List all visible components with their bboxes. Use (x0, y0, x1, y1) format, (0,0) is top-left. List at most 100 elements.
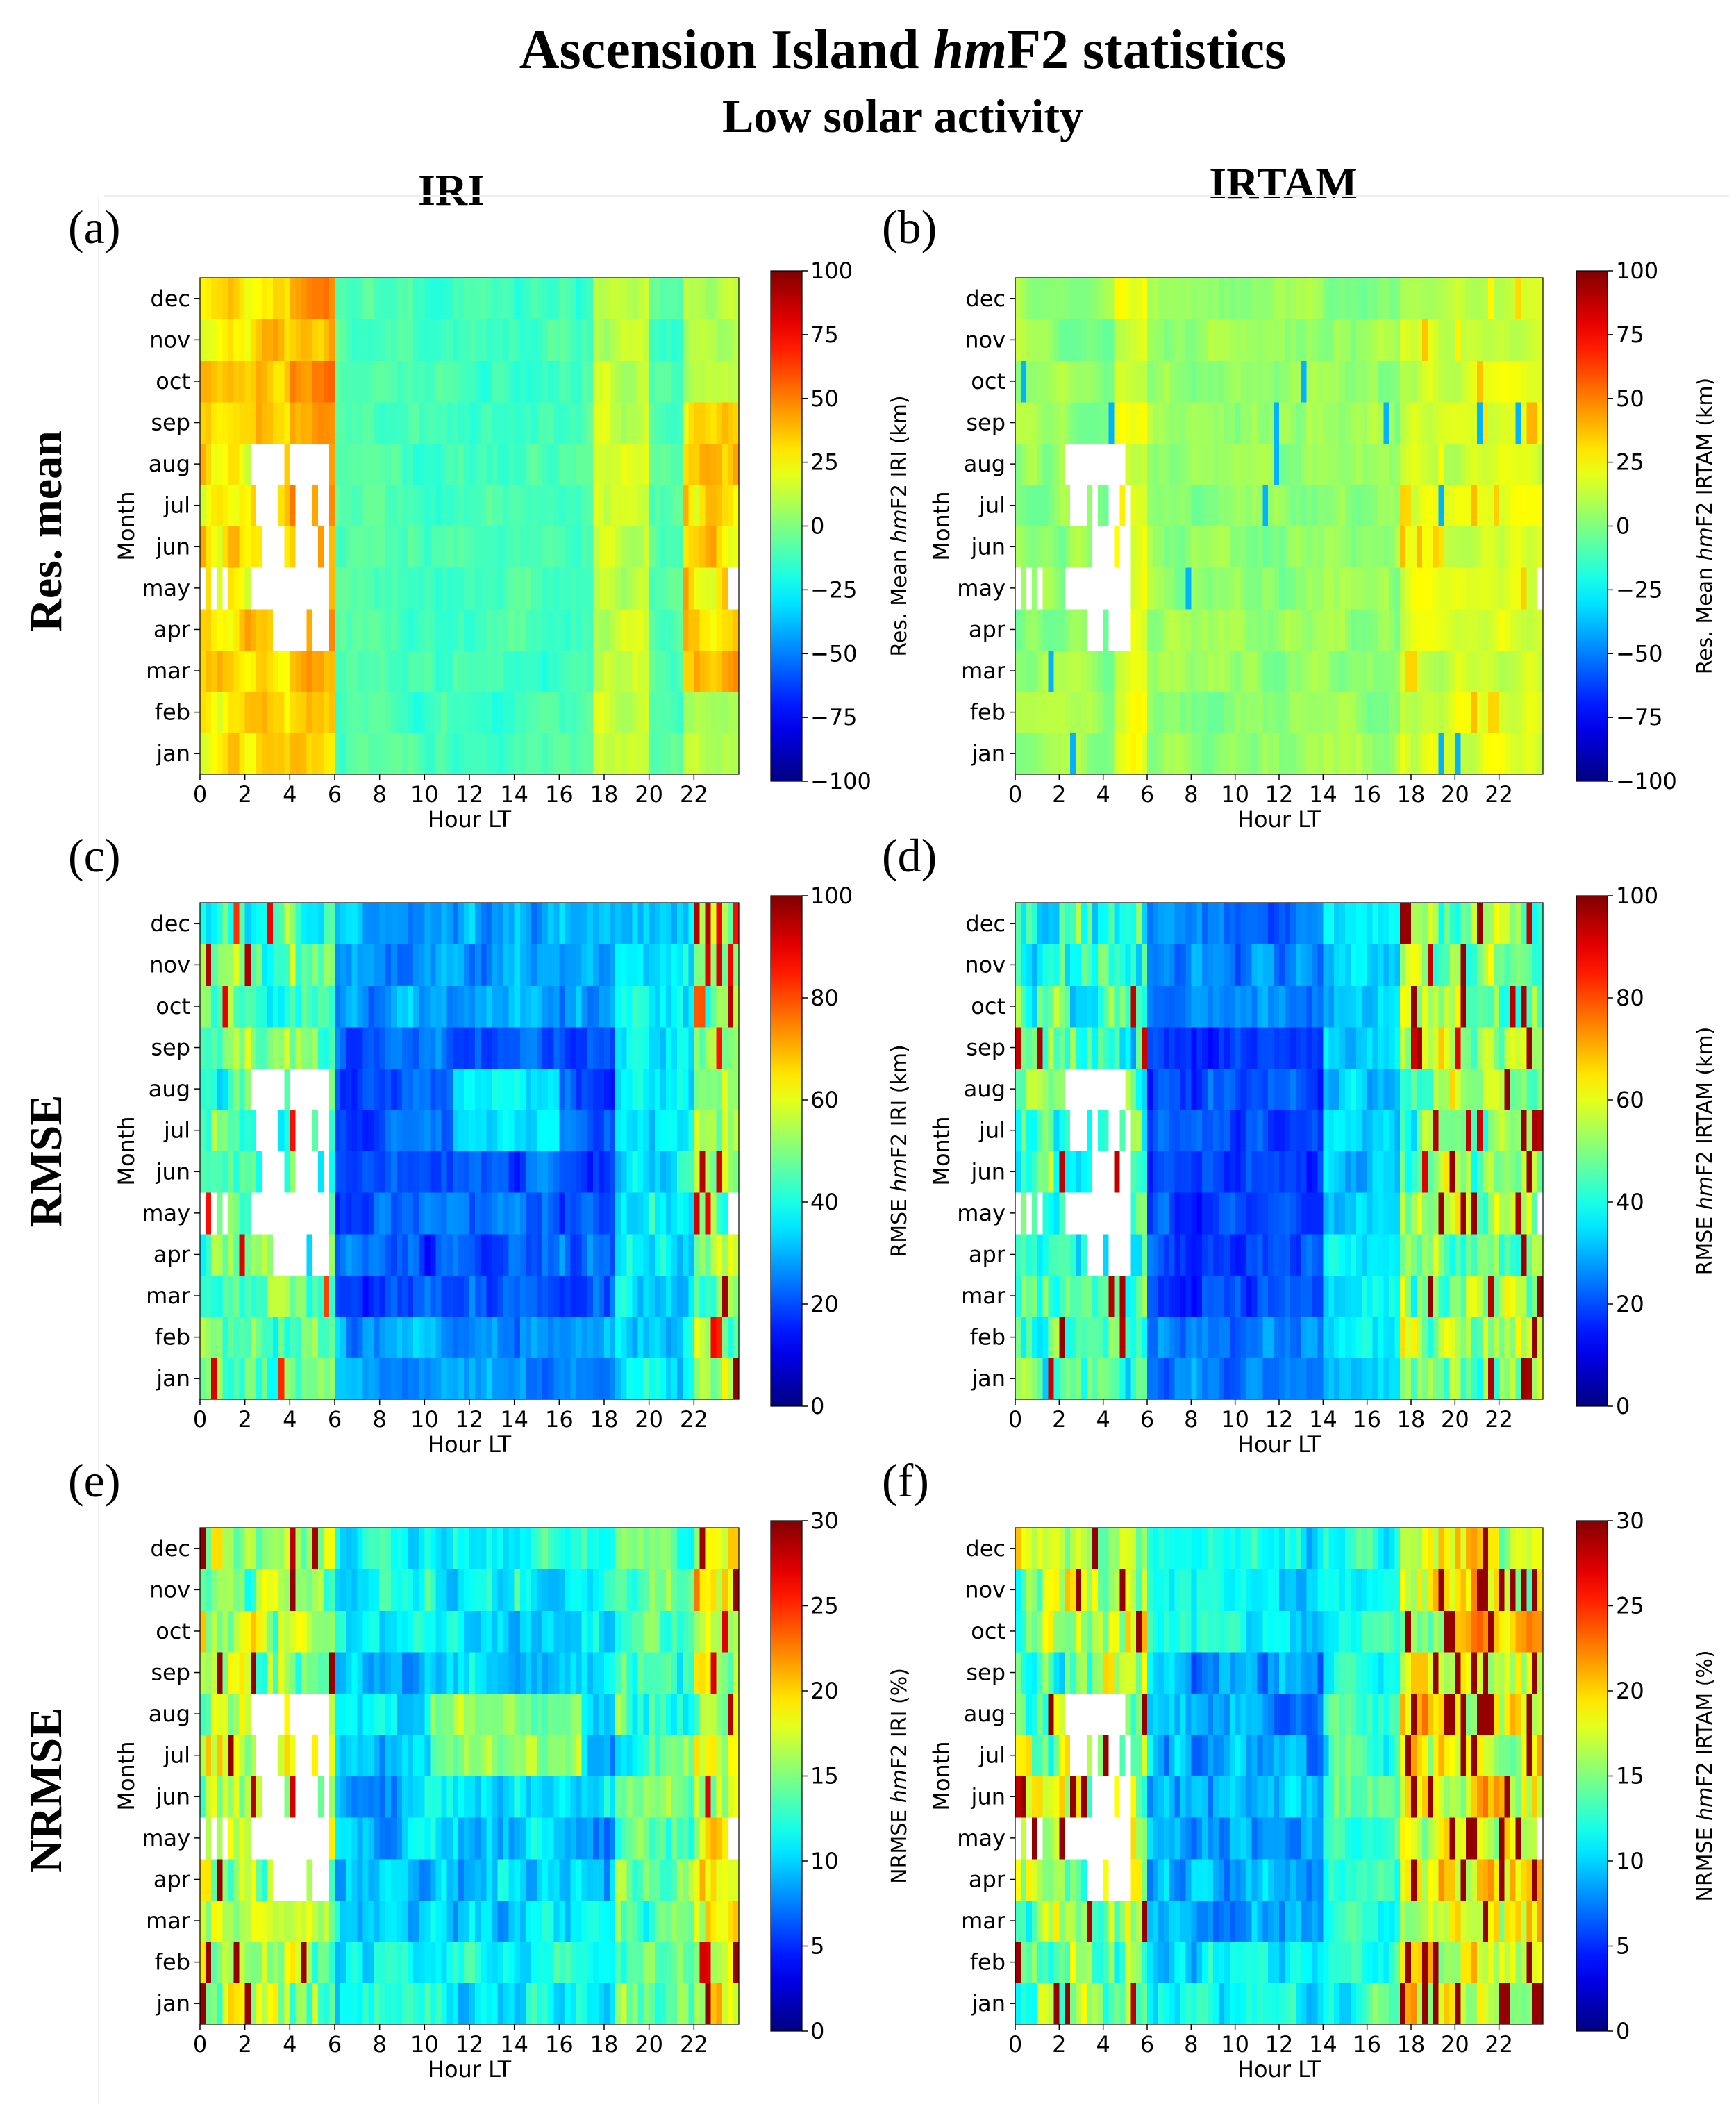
heatmap-cell (644, 1317, 650, 1358)
heatmap-cell (1202, 1192, 1208, 1234)
heatmap-cell (1087, 1275, 1093, 1317)
heatmap-cell (515, 1068, 521, 1110)
heatmap-cell (1317, 402, 1324, 444)
heatmap-cell (576, 1068, 583, 1110)
heatmap-cell (1169, 692, 1176, 733)
heatmap-cell (1175, 944, 1181, 986)
heatmap-cell (240, 278, 246, 319)
colorbar-tick-label: 50 (1616, 385, 1644, 412)
heatmap-cell (1290, 443, 1296, 485)
heatmap-cell (1449, 1234, 1455, 1276)
heatmap-cell (458, 985, 465, 1027)
heatmap-cell (1449, 985, 1455, 1027)
heatmap-cell (1021, 443, 1027, 485)
heatmap-cell (397, 319, 403, 361)
heatmap-cell (340, 903, 347, 944)
heatmap-cell (424, 985, 431, 1027)
heatmap-cell (1175, 1317, 1181, 1358)
heatmap-cell (1499, 1151, 1505, 1193)
heatmap-cell (357, 1234, 363, 1276)
heatmap-cell (1098, 1110, 1104, 1151)
heatmap-cell (688, 567, 694, 609)
heatmap-cell (1389, 1317, 1395, 1358)
heatmap-cell (599, 1068, 605, 1110)
heatmap-cell (515, 278, 521, 319)
heatmap-cell (1307, 650, 1313, 692)
heatmap-cell (1153, 443, 1159, 485)
heatmap-cell (537, 1983, 543, 2024)
heatmap-cell (621, 1192, 627, 1234)
heatmap-cell (626, 692, 633, 733)
heatmap-cell (604, 1151, 610, 1193)
heatmap-cell (520, 985, 526, 1027)
heatmap-cell (610, 1275, 616, 1317)
heatmap-cell (335, 944, 341, 986)
heatmap-cell (1466, 1275, 1472, 1317)
heatmap-cell (688, 443, 694, 485)
heatmap-cell (278, 1358, 285, 1399)
heatmap-cell (469, 1068, 476, 1110)
heatmap-cell (1196, 278, 1203, 319)
heatmap-cell (486, 650, 492, 692)
heatmap-cell (486, 692, 492, 733)
heatmap-cell (1262, 1151, 1269, 1193)
heatmap-cell (1202, 650, 1208, 692)
heatmap-cell (1015, 402, 1021, 444)
heatmap-cell (240, 1192, 246, 1234)
heatmap-cell (1323, 402, 1329, 444)
heatmap-cell (1032, 692, 1038, 733)
heatmap-cell (548, 1358, 554, 1399)
heatmap-cell (699, 733, 706, 774)
heatmap-cell (1422, 278, 1428, 319)
heatmap-cell (1400, 402, 1406, 444)
heatmap-cell (245, 526, 251, 568)
heatmap-cell (542, 1358, 549, 1399)
heatmap-cell (200, 278, 206, 319)
heatmap-cell (312, 1275, 319, 1317)
heatmap-cell (722, 944, 728, 986)
heatmap-cell (1307, 1151, 1313, 1193)
heatmap-cell (733, 1192, 740, 1234)
heatmap-cell (1098, 1068, 1104, 1110)
heatmap-cell (626, 903, 633, 944)
heatmap-cell (1274, 485, 1280, 526)
heatmap-cell (1499, 402, 1505, 444)
heatmap-cell (1460, 1068, 1467, 1110)
heatmap-cell (671, 1358, 678, 1399)
heatmap-cell (1323, 1275, 1329, 1317)
heatmap-cell (402, 985, 408, 1027)
heatmap-cell (1049, 1110, 1055, 1151)
heatmap-cell (1312, 1027, 1319, 1069)
heatmap-cell (273, 360, 279, 402)
heatmap-cell (711, 567, 717, 609)
heatmap-cell (655, 402, 661, 444)
heatmap-cell (1307, 985, 1313, 1027)
heatmap-cell (1015, 650, 1021, 692)
heatmap-cell (576, 319, 583, 361)
heatmap-cell (469, 1317, 476, 1358)
heatmap-cell (475, 1151, 481, 1193)
heatmap-cell (397, 733, 403, 774)
heatmap-cell (1021, 1275, 1027, 1317)
heatmap-cell (1307, 319, 1313, 361)
heatmap-cell (515, 1192, 521, 1234)
heatmap-cell (1499, 985, 1505, 1027)
heatmap-cell (1483, 1192, 1489, 1234)
heatmap-cell (200, 1110, 206, 1151)
heatmap-cell (1241, 567, 1247, 609)
heatmap-cell (469, 1151, 476, 1193)
heatmap-cell (385, 360, 392, 402)
heatmap-cell (1164, 650, 1170, 692)
heatmap-cell (537, 402, 543, 444)
heatmap-cell (397, 1192, 403, 1234)
heatmap-cell (1076, 985, 1082, 1027)
heatmap-cell (256, 1358, 262, 1399)
heatmap-cell (559, 692, 565, 733)
heatmap-cell (1334, 944, 1340, 986)
heatmap-cell (380, 1275, 386, 1317)
heatmap-cell (228, 1358, 234, 1399)
heatmap-cell (1251, 567, 1258, 609)
y-tick-label: may (142, 575, 190, 601)
heatmap-cell (307, 1027, 313, 1069)
heatmap-cell (1087, 319, 1093, 361)
